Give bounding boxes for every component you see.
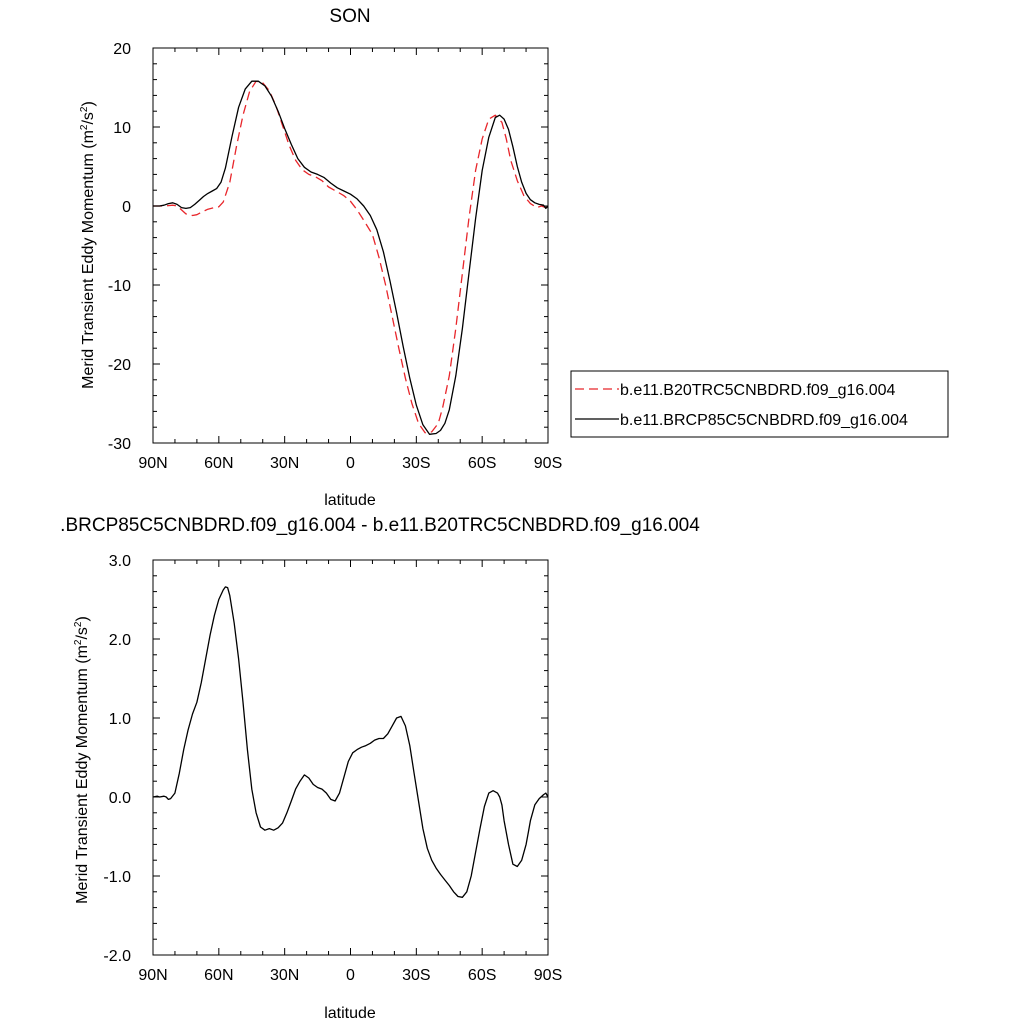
- top-y-axis-label: Merid Transient Eddy Momentum (m2/s2): [79, 101, 97, 389]
- x-tick-label: 30S: [402, 455, 430, 472]
- x-tick-label: 60S: [468, 455, 496, 472]
- series-line-1: [152, 586, 549, 898]
- bottom-x-tick-labels: 90N 60N 30N 0 30S 60S 90S: [138, 967, 562, 984]
- x-tick-label: 90S: [534, 455, 562, 472]
- y-tick-label: -20: [108, 357, 131, 374]
- y-tick-label: 0.0: [109, 790, 131, 807]
- legend-label-series-2: b.e11.BRCP85C5CNBDRD.f09_g16.004: [620, 412, 908, 429]
- y-tick-label: -10: [108, 278, 131, 295]
- series-line-2: [153, 80, 549, 435]
- bottom-y-tick-labels: 3.0 2.0 1.0 0.0 -1.0 -2.0: [103, 553, 131, 965]
- x-tick-label: 90S: [534, 967, 562, 984]
- y-tick-label: 10: [113, 120, 131, 137]
- top-chart-title: SON: [329, 6, 370, 27]
- top-y-tick-labels: 20 10 0 -10 -20 -30: [108, 41, 131, 453]
- y-tick-label: 0: [122, 199, 131, 216]
- x-tick-label: 60N: [204, 455, 233, 472]
- x-tick-label: 30N: [270, 967, 299, 984]
- top-x-axis-label: latitude: [324, 492, 376, 509]
- bottom-chart-title: .BRCP85C5CNBDRD.f09_g16.004 - b.e11.B20T…: [60, 515, 700, 536]
- bottom-panel: .BRCP85C5CNBDRD.f09_g16.004 - b.e11.B20T…: [60, 515, 700, 1022]
- top-series-lines: [153, 80, 549, 435]
- x-tick-label: 90N: [138, 967, 167, 984]
- top-plot-frame: [152, 47, 549, 444]
- x-tick-label: 60N: [204, 967, 233, 984]
- x-tick-label: 30N: [270, 455, 299, 472]
- top-panel: SON 20 10 0 -10 -20 -30 90N 60N 30N 0 30S 60S 90S l…: [79, 6, 949, 509]
- legend-box: [570, 370, 949, 438]
- x-tick-label: 0: [346, 967, 355, 984]
- y-tick-label: -30: [108, 436, 131, 453]
- bottom-x-axis-label: latitude: [324, 1005, 376, 1022]
- y-tick-label: 2.0: [109, 632, 131, 649]
- x-tick-label: 30S: [402, 967, 430, 984]
- top-x-tick-labels: 90N 60N 30N 0 30S 60S 90S: [138, 455, 562, 472]
- bottom-series-lines: [152, 586, 549, 898]
- top-legend: b.e11.B20TRC5CNBDRD.f09_g16.004 b.e11.BR…: [570, 370, 949, 438]
- y-tick-label: -1.0: [103, 869, 131, 886]
- x-tick-label: 0: [346, 455, 355, 472]
- x-tick-label: 60S: [468, 967, 496, 984]
- bottom-y-axis-label: Merid Transient Eddy Momentum (m2/s2): [73, 616, 91, 904]
- bottom-plot-frame: [152, 559, 549, 956]
- series-line-1: [153, 80, 549, 434]
- y-tick-label: 3.0: [109, 553, 131, 570]
- y-tick-label: 1.0: [109, 711, 131, 728]
- x-tick-label: 90N: [138, 455, 167, 472]
- y-tick-label: -2.0: [103, 948, 131, 965]
- y-tick-label: 20: [113, 41, 131, 58]
- legend-label-series-1: b.e11.B20TRC5CNBDRD.f09_g16.004: [620, 382, 896, 399]
